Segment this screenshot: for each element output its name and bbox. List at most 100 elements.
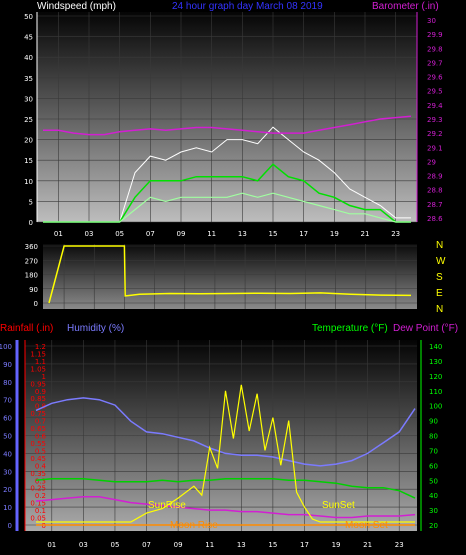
wind-hour-tick-labels: 01 03 05 07 09 11 13 15 17 19 21 23 (54, 230, 400, 238)
temperature-tick-label: 30 (429, 507, 438, 515)
rainfall-tick-label: 0 (42, 522, 46, 530)
dewpoint-axis-title: Dew Point (°F) (393, 323, 458, 334)
rainfall-tick-label: 1.2 (35, 343, 46, 351)
windspeed-tick-label: 15 (24, 157, 33, 165)
barometer-tick-label: 28.8 (427, 187, 443, 195)
temperature-tick-label: 120 (429, 373, 442, 381)
windspeed-tick-label: 5 (29, 198, 33, 206)
windspeed-tick-label: 50 (24, 13, 33, 21)
rainfall-tick-label: 0.25 (30, 485, 46, 493)
rainfall-tick-label: 1.05 (30, 365, 46, 373)
hour-tick-label: 01 (47, 541, 56, 549)
hour-tick-label: 15 (269, 230, 278, 238)
barometer-tick-label: 29.6 (427, 74, 443, 82)
humidity-hour-tick-labels: 01 03 05 07 09 11 13 15 17 19 21 23 (47, 541, 403, 549)
humidity-tick-label: 40 (3, 450, 12, 458)
rainfall-tick-label: 0.05 (30, 515, 46, 523)
hour-tick-label: 17 (300, 541, 309, 549)
windspeed-tick-label: 40 (24, 54, 33, 62)
barometer-tick-label: 28.9 (427, 173, 443, 181)
hour-tick-label: 07 (142, 541, 151, 549)
humidity-axis-title: Humidity (%) (67, 323, 124, 334)
hour-tick-label: 21 (363, 541, 372, 549)
barometer-tick-label: 30 (427, 17, 436, 25)
hour-tick-label: 03 (79, 541, 88, 549)
barometer-tick-label: 29.9 (427, 31, 443, 39)
sunset-annotation: SunSet (322, 500, 355, 511)
humidity-tick-label: 80 (3, 379, 12, 387)
rainfall-tick-label: 0.85 (30, 395, 46, 403)
rainfall-tick-label: 0.2 (35, 492, 46, 500)
windspeed-tick-label: 25 (24, 116, 33, 124)
barometer-tick-label: 29 (427, 158, 436, 166)
temperature-tick-label: 70 (429, 447, 438, 455)
barometer-tick-labels: 28.6 28.7 28.8 28.9 29 29.1 29.2 29.3 29.4 29.5 29… (427, 17, 443, 223)
rainfall-tick-label: 0.55 (30, 440, 46, 448)
barometer-axis-title: Barometer (.in) (372, 1, 439, 12)
rainfall-tick-label: 0.9 (35, 388, 46, 396)
hour-tick-label: 19 (330, 230, 339, 238)
rainfall-tick-label: 1.15 (30, 350, 46, 358)
rainfall-tick-label: 1.1 (35, 358, 46, 366)
windspeed-tick-label: 30 (24, 95, 33, 103)
humidity-tick-label: 90 (3, 361, 12, 369)
hour-tick-label: 09 (177, 230, 186, 238)
humidity-tick-label: 70 (3, 397, 12, 405)
humidity-tick-label: 50 (3, 433, 12, 441)
temperature-tick-label: 50 (429, 477, 438, 485)
rainfall-tick-label: 0.95 (30, 380, 46, 388)
direction-tick-label: 180 (25, 272, 38, 280)
wind-plot-background (37, 12, 417, 222)
compass-letter: W (436, 256, 446, 267)
barometer-tick-label: 29.5 (427, 88, 443, 96)
hour-tick-label: 21 (361, 230, 370, 238)
compass-labels: NWSEN (436, 240, 446, 315)
hour-tick-label: 07 (146, 230, 155, 238)
windspeed-tick-label: 35 (24, 75, 33, 83)
humidity-tick-label: 60 (3, 415, 12, 423)
temperature-tick-label: 20 (429, 522, 438, 530)
windspeed-axis-title: Windspeed (mph) (37, 1, 116, 12)
hour-tick-label: 19 (332, 541, 341, 549)
rainfall-tick-label: 0.6 (35, 433, 47, 441)
direction-plot-background (43, 244, 417, 309)
hour-tick-label: 05 (110, 541, 119, 549)
rainfall-tick-label: 0.75 (30, 410, 46, 418)
temperature-tick-label: 80 (429, 433, 438, 441)
humidity-tick-label: 10 (3, 504, 12, 512)
moonset-annotation: Moon Set (345, 520, 388, 531)
humidity-tick-label: 30 (3, 468, 12, 476)
hour-tick-label: 23 (391, 230, 400, 238)
barometer-tick-label: 29.4 (427, 102, 443, 110)
humidity-tick-label: 0 (8, 522, 12, 530)
barometer-tick-label: 29.8 (427, 45, 443, 53)
humidity-tick-label: 100 (0, 343, 12, 351)
humidity-tick-labels: 0 10 20 30 40 50 60 70 80 90 100 (0, 343, 12, 530)
direction-tick-labels: 0 90 180 270 360 (25, 243, 38, 308)
hour-tick-label: 23 (395, 541, 404, 549)
temperature-tick-label: 60 (429, 462, 438, 470)
temperature-tick-label: 100 (429, 403, 442, 411)
barometer-tick-label: 28.7 (427, 201, 443, 209)
windspeed-tick-label: 10 (24, 178, 33, 186)
hour-tick-label: 09 (174, 541, 183, 549)
windspeed-tick-label: 45 (24, 34, 33, 42)
compass-letter: S (436, 272, 443, 283)
direction-tick-label: 360 (25, 243, 38, 251)
rainfall-tick-label: 0.7 (35, 418, 46, 426)
compass-letter: N (436, 304, 443, 315)
temperature-axis-title: Temperature (°F) (312, 323, 388, 334)
temperature-tick-label: 90 (429, 418, 438, 426)
rainfall-tick-label: 0.45 (30, 455, 46, 463)
barometer-tick-label: 28.6 (427, 215, 443, 223)
sunrise-annotation: SunRise (148, 500, 186, 511)
barometer-tick-label: 29.3 (427, 116, 443, 124)
direction-tick-label: 90 (29, 286, 38, 294)
hour-tick-label: 03 (85, 230, 94, 238)
temperature-tick-label: 130 (429, 358, 442, 366)
temperature-tick-labels: 20 30 40 50 60 70 80 90 100 110 120 130 140 (429, 343, 442, 530)
rainfall-tick-label: 0.5 (35, 447, 46, 455)
rainfall-tick-label: 1 (42, 373, 46, 381)
direction-tick-label: 270 (25, 257, 38, 265)
temperature-tick-label: 40 (429, 492, 438, 500)
